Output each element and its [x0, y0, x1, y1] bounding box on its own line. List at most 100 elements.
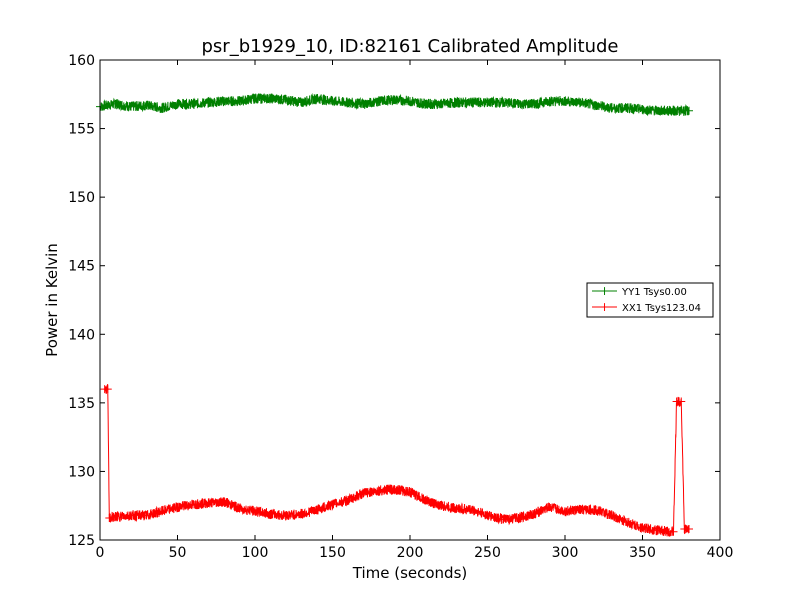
- legend: + YY1 Tsys0.00 + XX1 Tsys123.04: [586, 282, 714, 318]
- x-tick-label: 50: [169, 545, 187, 561]
- data-point: [103, 385, 112, 394]
- y-tick-label: 140: [68, 327, 95, 343]
- data-point: [344, 98, 352, 107]
- data-point: [173, 503, 182, 512]
- data-point: [189, 500, 197, 509]
- data-point: [142, 101, 151, 110]
- data-point: [654, 526, 662, 535]
- data-point: [452, 98, 461, 107]
- x-tick-label: 400: [707, 545, 734, 561]
- data-point: [142, 511, 151, 520]
- data-point: [406, 97, 414, 106]
- data-point: [592, 101, 600, 110]
- data-point: [468, 505, 476, 514]
- legend-label-xx1: XX1 Tsys123.04: [622, 303, 701, 314]
- data-point: [127, 102, 135, 111]
- data-point: [158, 507, 166, 516]
- data-point: [576, 98, 585, 107]
- x-tick-label: 100: [242, 545, 269, 561]
- data-point: [545, 97, 554, 106]
- data-point: [111, 512, 120, 521]
- data-point: [685, 525, 693, 534]
- series-line: [99, 92, 690, 117]
- data-point: [328, 500, 337, 509]
- data-point: [328, 97, 337, 106]
- chart-title: psr_b1929_10, ID:82161 Calibrated Amplit…: [202, 36, 619, 57]
- data-point: [105, 514, 114, 523]
- data-point: [297, 509, 306, 518]
- data-point: [452, 504, 461, 513]
- data-point: [669, 527, 678, 536]
- data-point: [545, 503, 554, 512]
- data-point: [127, 511, 135, 520]
- series-yy1: [96, 92, 693, 117]
- data-point: [189, 99, 197, 108]
- data-point: [375, 486, 383, 495]
- data-point: [344, 496, 352, 505]
- y-tick-label: 125: [68, 533, 95, 549]
- data-point: [282, 511, 290, 520]
- data-point: [623, 518, 631, 527]
- data-point: [421, 496, 430, 505]
- data-point: [266, 509, 275, 518]
- y-tick-label: 150: [68, 190, 95, 206]
- data-point: [561, 507, 569, 516]
- data-point: [235, 504, 244, 513]
- series-layer: [96, 92, 693, 537]
- data-point: [313, 94, 321, 103]
- data-point: [437, 99, 445, 108]
- data-point: [499, 98, 507, 107]
- y-tick-label: 130: [68, 464, 95, 480]
- data-point: [220, 497, 228, 506]
- data-point: [576, 505, 585, 514]
- data-point: [638, 105, 647, 114]
- data-point: [421, 99, 430, 108]
- data-point: [607, 511, 616, 520]
- data-point: [173, 99, 182, 108]
- legend-marker-xx1: +: [599, 300, 609, 314]
- data-point: [530, 509, 538, 518]
- data-point: [204, 98, 213, 107]
- y-tick-label: 155: [68, 122, 95, 138]
- x-tick-label: 150: [319, 545, 346, 561]
- data-point: [514, 514, 523, 523]
- data-point: [359, 99, 368, 108]
- data-point: [437, 501, 445, 510]
- data-point: [638, 523, 647, 532]
- data-point: [654, 106, 662, 115]
- x-axis-label: Time (seconds): [352, 564, 468, 582]
- data-point: [669, 106, 678, 115]
- data-point: [111, 99, 120, 108]
- data-point: [235, 97, 244, 106]
- data-point: [390, 485, 399, 494]
- ticks-layer: 0 50 100 150 200 250 300 350 400 125 130 135 140 145 1…: [68, 53, 733, 561]
- y-tick-label: 160: [68, 53, 95, 69]
- data-point: [677, 397, 686, 406]
- data-point: [359, 489, 368, 498]
- data-point: [158, 104, 166, 112]
- data-point: [204, 498, 213, 507]
- data-point: [514, 99, 523, 108]
- series-line: [104, 384, 690, 537]
- data-point: [251, 94, 259, 103]
- data-point: [483, 511, 492, 520]
- y-tick-label: 145: [68, 259, 95, 275]
- legend-frame: [586, 282, 714, 318]
- y-tick-label: 135: [68, 396, 95, 412]
- data-point: [483, 98, 492, 107]
- x-tick-label: 350: [629, 545, 656, 561]
- data-point: [220, 97, 228, 106]
- data-point: [530, 99, 538, 108]
- data-point: [251, 507, 259, 516]
- data-point: [297, 98, 306, 107]
- legend-marker-yy1: +: [599, 284, 609, 298]
- x-tick-label: 250: [474, 545, 501, 561]
- data-point: [375, 97, 383, 106]
- x-tick-label: 200: [397, 545, 424, 561]
- data-point: [468, 98, 476, 107]
- data-point: [592, 505, 600, 514]
- data-point: [266, 94, 275, 103]
- data-point: [561, 97, 569, 106]
- series-xx1: [100, 384, 693, 537]
